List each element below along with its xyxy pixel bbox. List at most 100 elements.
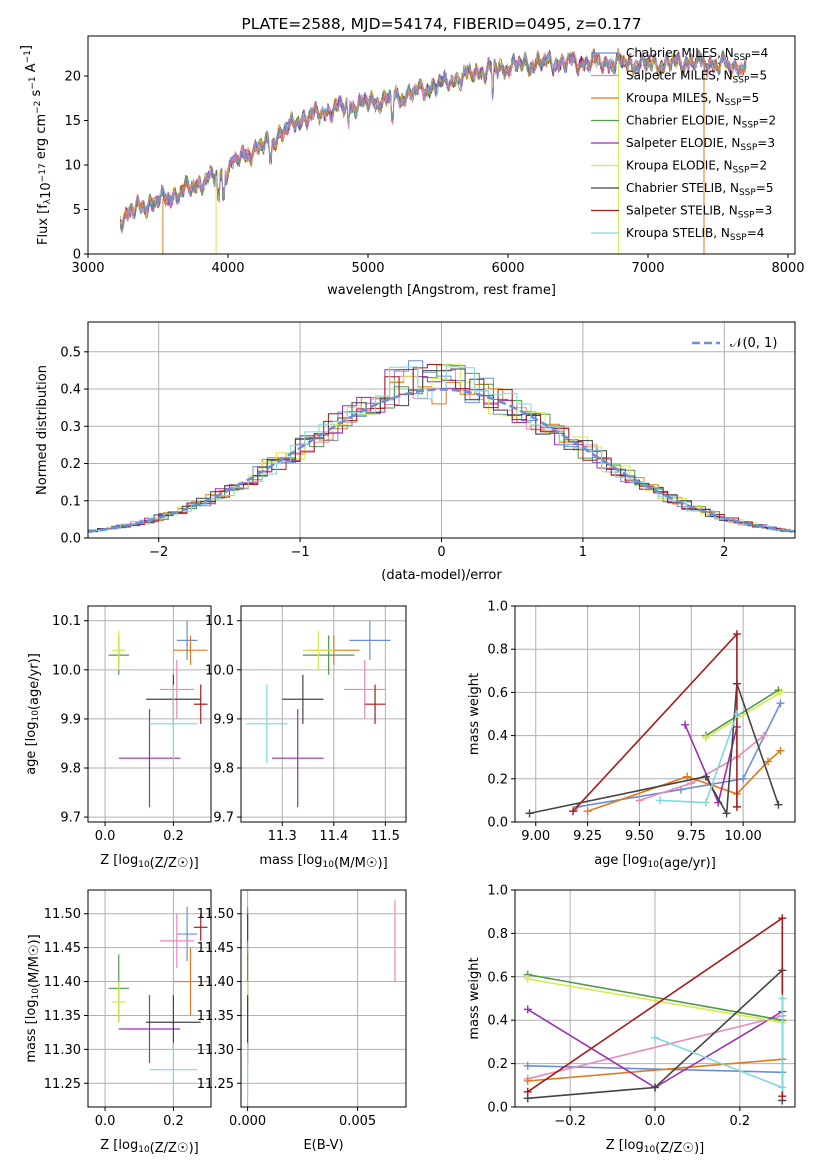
axes-frame	[240, 889, 407, 1108]
errorbar-kroupa_elodie	[111, 981, 126, 1023]
errorbar-salpeter_elodie	[271, 709, 324, 808]
x-tick-label: 11.3	[268, 829, 297, 844]
point-marker	[776, 688, 785, 697]
x-axis-label: E(B-V)	[303, 1138, 343, 1153]
x-axis-label: wavelength [Angstrom, rest frame]	[327, 283, 556, 298]
y-tick-label: 10.1	[52, 614, 81, 629]
x-tick-label: 0.005	[339, 1114, 376, 1129]
point-marker	[764, 757, 773, 766]
x-tick-label: 2	[720, 545, 728, 560]
legend-text: =5	[749, 69, 767, 83]
label-part: mass [	[259, 853, 302, 868]
errorbar-kroupa_miles	[173, 635, 208, 665]
x-tick-label: 1	[579, 545, 587, 560]
spectrum-line-chabrier_miles	[119, 51, 747, 234]
errorbar-salpeter_stelib	[193, 684, 208, 724]
errorbar-kroupa_elodie	[302, 630, 334, 670]
x-axis-label: Z [log10(Z/Z☉)]	[100, 853, 198, 871]
label-part: (M/M☉)]	[27, 934, 42, 988]
point-marker	[722, 809, 731, 818]
errorbar-kroupa_stelib	[149, 684, 198, 764]
y-axis-label: mass weight	[467, 673, 482, 755]
y-tick-label: 0.4	[487, 729, 508, 744]
age-vs-mass-panel: 11.3 11.4 11.5 9.7 9.8 9.9 10.0 10.1 mass [log10…	[205, 605, 407, 871]
legend-sub: SSP	[733, 166, 750, 176]
point-marker	[732, 710, 741, 718]
label-part: erg cm	[34, 114, 49, 163]
legend-text: Kroupa STELIB, N	[626, 226, 730, 240]
x-tick-label: 9.00	[521, 829, 550, 844]
x-tick-label: 0.2	[730, 1114, 751, 1129]
errorbar-chabrier_elodie	[302, 635, 355, 675]
errorbar-salpeter_stelib	[193, 913, 208, 941]
point-marker	[739, 774, 748, 783]
label-part: (Z/Z☉)]	[150, 856, 199, 871]
series-line-kroupa_miles	[527, 1058, 783, 1082]
label-sub: 10	[323, 860, 335, 870]
y-tick-label: 5	[73, 203, 81, 218]
label-part: E(B-V)	[303, 1138, 343, 1153]
legend-text: Chabrier STELIB, N	[626, 181, 739, 195]
x-tick-label: 7000	[631, 261, 664, 276]
label-part: log	[118, 1138, 138, 1153]
legend-entry: Salpeter ELODIE, NSSP=3	[626, 136, 775, 153]
errorbar-kroupa_stelib	[149, 1042, 198, 1097]
x-tick-label: 9.25	[573, 829, 602, 844]
legend-sub: SSP	[738, 211, 755, 221]
label-part: Flux [f	[36, 204, 51, 245]
y-tick-label: 0.3	[60, 420, 81, 435]
point-marker	[683, 772, 692, 781]
error-bars	[108, 620, 208, 808]
y-tick-label: 0.4	[60, 383, 81, 398]
label-part: Z [	[100, 1138, 118, 1153]
label-part: A	[24, 63, 39, 76]
error-bars	[247, 900, 396, 1097]
y-tick-label: 9.8	[213, 762, 234, 777]
point-marker	[778, 1083, 787, 1092]
weight-lines	[525, 630, 785, 818]
legend-sub: SSP	[739, 188, 756, 198]
point-marker	[701, 733, 710, 742]
y-tick-label: 0.6	[487, 970, 508, 985]
point-marker	[732, 630, 741, 639]
x-tick-label: 6000	[491, 261, 524, 276]
label-sub: 10	[138, 860, 150, 870]
point-marker	[523, 974, 532, 983]
x-tick-label: 8000	[771, 261, 804, 276]
grid-and-ticks: 3000 4000 5000 6000 7000 8000 0 5 10 15 20	[64, 70, 804, 276]
point-marker	[776, 699, 785, 708]
legend-entry: Kroupa STELIB, NSSP=4	[626, 226, 764, 243]
x-tick-label: 0.000	[229, 1114, 266, 1129]
y-tick-label: 11.50	[44, 907, 81, 922]
point-marker	[523, 1076, 532, 1085]
error-bars	[246, 620, 391, 808]
x-axis-label: Z [log10(Z/Z☉)]	[606, 1138, 704, 1156]
errorbar-kroupa_elodie	[111, 630, 126, 670]
legend-text: Salpeter STELIB, N	[626, 204, 738, 218]
grid-and-ticks: 9.00 9.25 9.50 9.75 10.00 0.0 0.2 0.4 0.6 0.8 1.0	[487, 600, 795, 844]
y-tick-label: 10.0	[205, 663, 234, 678]
label-part: log	[628, 853, 648, 868]
label-sub: 10	[31, 988, 41, 1000]
label-part: ]	[19, 45, 34, 50]
y-tick-label: 0.0	[487, 1101, 508, 1116]
y-tick-label: 11.30	[44, 1043, 81, 1058]
y-tick-label: 0.0	[60, 532, 81, 547]
point-marker	[523, 1061, 532, 1070]
label-part: Z [	[100, 853, 118, 868]
legend-entry: Chabrier STELIB, NSSP=5	[626, 181, 774, 198]
label-part: 10	[39, 182, 54, 199]
legend-text: Salpeter MILES, N	[626, 69, 733, 83]
axes-frame	[87, 889, 212, 1108]
hist-step-kroupa_stelib	[88, 366, 795, 533]
weight-lines	[523, 914, 787, 1105]
label-part: −1	[28, 76, 38, 89]
grid-and-ticks: −0.2 0.0 0.2 0.0 0.2 0.4 0.6 0.8 1.0	[487, 884, 795, 1129]
point-marker	[701, 798, 710, 807]
label-part: λ	[43, 198, 53, 204]
errorbar-salpeter_elodie	[118, 709, 181, 808]
point-marker	[776, 746, 785, 755]
x-axis-label: mass [log10(M/M☉)]	[259, 853, 387, 871]
